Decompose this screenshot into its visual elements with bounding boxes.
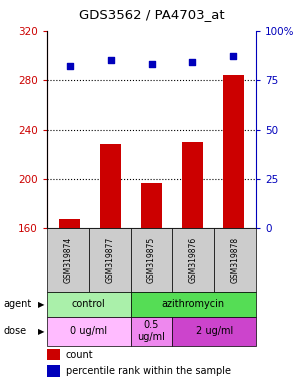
Bar xyxy=(47,228,89,292)
Bar xyxy=(59,218,80,228)
Text: GSM319878: GSM319878 xyxy=(231,237,240,283)
Bar xyxy=(172,228,214,292)
Text: count: count xyxy=(66,349,93,359)
Bar xyxy=(100,144,121,228)
Point xyxy=(67,63,72,70)
Bar xyxy=(89,228,131,292)
Bar xyxy=(141,183,162,228)
Text: ▶: ▶ xyxy=(38,300,44,309)
Bar xyxy=(214,228,256,292)
Bar xyxy=(223,75,244,228)
Bar xyxy=(47,317,131,346)
Text: GDS3562 / PA4703_at: GDS3562 / PA4703_at xyxy=(79,8,224,21)
Bar xyxy=(131,292,256,317)
Text: azithromycin: azithromycin xyxy=(162,299,225,310)
Text: GSM319877: GSM319877 xyxy=(105,237,114,283)
Point xyxy=(108,57,113,63)
Text: 2 ug/ml: 2 ug/ml xyxy=(196,326,233,336)
Bar xyxy=(47,365,59,377)
Text: ▶: ▶ xyxy=(38,327,44,336)
Text: dose: dose xyxy=(3,326,26,336)
Text: 0.5
ug/ml: 0.5 ug/ml xyxy=(138,320,165,342)
Point xyxy=(149,61,154,68)
Bar xyxy=(172,317,256,346)
Bar xyxy=(47,292,131,317)
Text: GSM319874: GSM319874 xyxy=(63,237,72,283)
Text: GSM319875: GSM319875 xyxy=(147,237,156,283)
Point xyxy=(190,59,195,65)
Text: percentile rank within the sample: percentile rank within the sample xyxy=(66,366,231,376)
Point xyxy=(231,53,236,60)
Text: control: control xyxy=(72,299,106,310)
Text: 0 ug/ml: 0 ug/ml xyxy=(70,326,107,336)
Bar xyxy=(131,228,172,292)
Text: GSM319876: GSM319876 xyxy=(189,237,198,283)
Text: agent: agent xyxy=(3,299,31,310)
Bar xyxy=(47,349,59,360)
Bar xyxy=(182,142,203,228)
Bar xyxy=(131,317,172,346)
